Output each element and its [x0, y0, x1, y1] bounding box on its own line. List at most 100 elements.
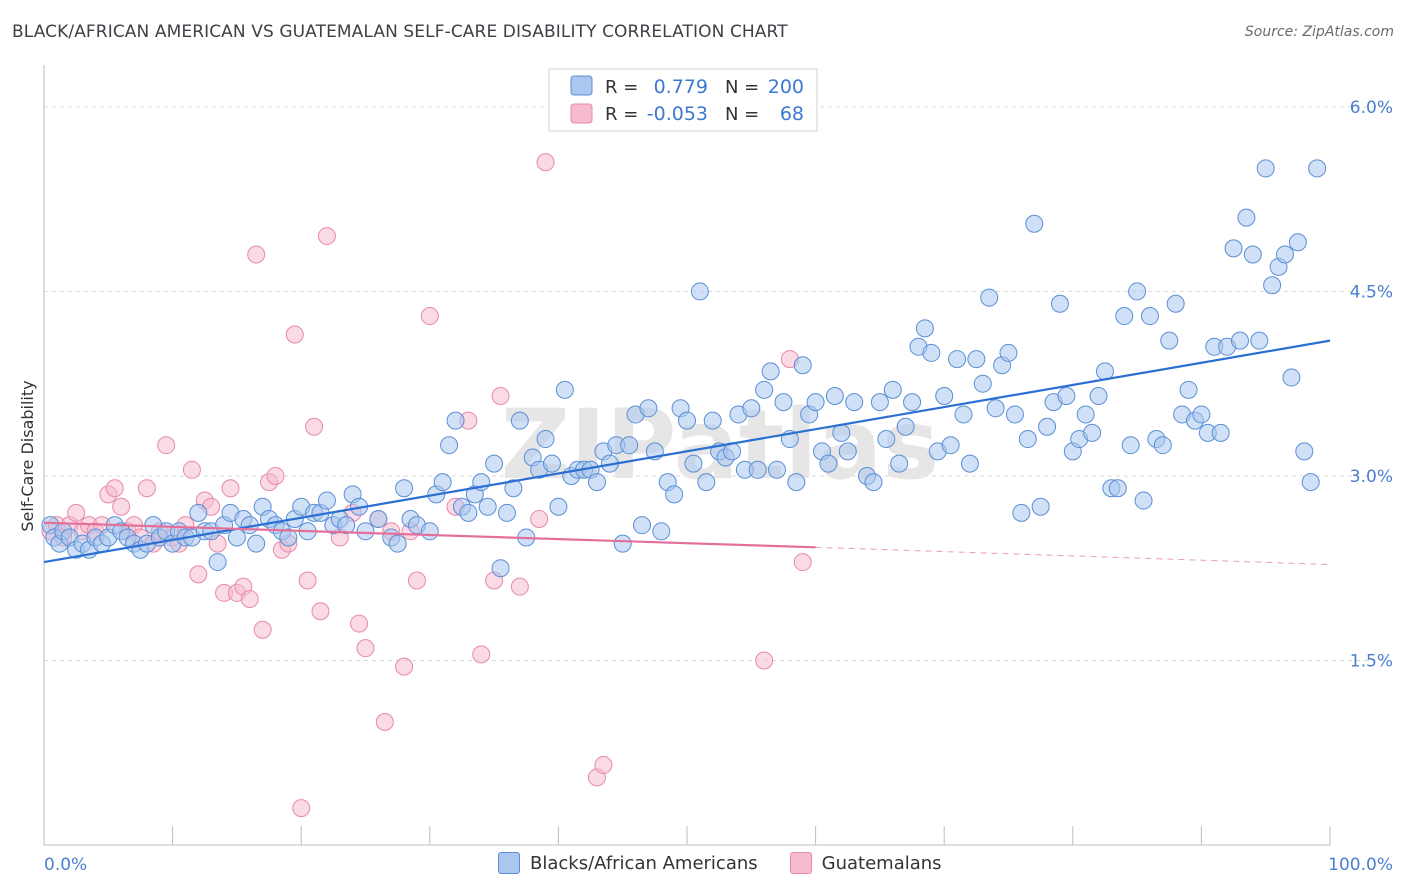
- black-point: [1295, 442, 1314, 461]
- black-point: [504, 479, 523, 498]
- guatemalan-point: [189, 565, 208, 584]
- y-tick-label: 3.0%: [1350, 467, 1393, 487]
- guatemalans-trend-line: [43, 521, 816, 549]
- black-point: [980, 288, 999, 307]
- black-point: [1160, 331, 1179, 350]
- guatemalan-point: [311, 602, 330, 621]
- black-point: [491, 559, 510, 578]
- guatemalan-point: [137, 479, 156, 498]
- guatemalan-point: [594, 756, 613, 775]
- guatemalan-point: [317, 227, 336, 246]
- black-point: [420, 522, 439, 541]
- black-point: [1211, 423, 1230, 442]
- guatemalan-point: [105, 479, 124, 498]
- blacks-trend-line: [43, 339, 1331, 564]
- axes: [43, 65, 1331, 846]
- source-label: Source: ZipAtlas.com: [1244, 24, 1394, 40]
- black-point: [1179, 380, 1198, 399]
- black-point: [1083, 423, 1102, 442]
- trend-lines: [43, 339, 1331, 566]
- black-point: [684, 454, 703, 473]
- black-point: [690, 282, 709, 301]
- black-point: [1012, 503, 1031, 522]
- black-point: [485, 454, 504, 473]
- black-point: [632, 516, 651, 535]
- black-point: [208, 553, 227, 572]
- black-point: [440, 436, 459, 455]
- guatemalan-point: [356, 639, 375, 658]
- x-tick-labels: 0.0% 100.0%: [44, 855, 1393, 875]
- black-point: [478, 497, 497, 516]
- black-point: [1115, 307, 1134, 326]
- guatemalan-point: [755, 651, 774, 670]
- black-point: [1031, 497, 1050, 516]
- black-point: [1025, 214, 1044, 233]
- black-point: [768, 460, 787, 479]
- black-point: [1089, 386, 1108, 405]
- black-point: [665, 485, 684, 504]
- black-point: [999, 343, 1018, 362]
- black-point: [1224, 239, 1243, 258]
- black-point: [915, 319, 934, 338]
- black-point: [1076, 405, 1095, 424]
- legend-bottom: Blacks/African Americans Guatemalans: [498, 852, 974, 874]
- legend-label: Guatemalans: [821, 852, 942, 874]
- legend-r-value: -0.053: [647, 103, 708, 125]
- legend-top: R = 0.779 N = 200 R = -0.053 N = 68: [548, 68, 818, 132]
- legend-item-guatemalans[interactable]: Guatemalans: [789, 852, 942, 874]
- black-point: [890, 454, 909, 473]
- black-point: [870, 393, 889, 412]
- guatemalan-point: [298, 571, 317, 590]
- guatemalan-point: [253, 620, 272, 639]
- blacks-points: [41, 159, 1327, 578]
- black-point: [832, 423, 851, 442]
- guatemalan-point: [247, 245, 266, 264]
- black-point: [793, 356, 812, 375]
- black-point: [497, 503, 516, 522]
- black-point: [555, 380, 574, 399]
- black-point: [877, 430, 896, 449]
- legend-n-value: 68: [780, 103, 804, 125]
- black-point: [433, 473, 452, 492]
- black-point: [510, 411, 529, 430]
- legend-r-value: 0.779: [654, 76, 708, 98]
- black-point: [1108, 479, 1127, 498]
- guatemalan-point: [536, 153, 555, 172]
- black-point: [1230, 331, 1249, 350]
- guatemalan-point: [182, 460, 201, 479]
- guatemalan-point: [420, 307, 439, 326]
- legend-swatch-blue: [498, 852, 520, 874]
- black-point: [678, 411, 696, 430]
- black-point: [1005, 405, 1024, 424]
- black-point: [587, 473, 606, 492]
- black-point: [620, 436, 639, 455]
- black-point: [986, 399, 1005, 418]
- black-point: [896, 417, 915, 436]
- legend-item-blacks[interactable]: Blacks/African Americans: [498, 852, 758, 874]
- black-point: [1243, 245, 1262, 264]
- guatemalan-point: [407, 571, 426, 590]
- guatemalan-point: [285, 325, 304, 344]
- y-tick-label: 1.5%: [1350, 651, 1393, 671]
- black-point: [1128, 282, 1147, 301]
- legend-r-label: R =: [605, 104, 638, 125]
- black-point: [446, 411, 465, 430]
- black-point: [536, 430, 555, 449]
- black-point: [755, 380, 774, 399]
- black-point: [652, 522, 671, 541]
- legend-swatch-pink: [570, 103, 593, 124]
- black-point: [388, 534, 407, 553]
- black-point: [748, 460, 767, 479]
- black-point: [1288, 233, 1307, 252]
- black-point: [549, 497, 568, 516]
- x-tick-label: 100.0%: [1328, 855, 1393, 875]
- black-point: [1250, 331, 1269, 350]
- black-point: [742, 399, 761, 418]
- y-tick-label: 6.0%: [1350, 98, 1393, 118]
- black-point: [1275, 245, 1294, 264]
- black-point: [1237, 208, 1256, 227]
- black-point: [883, 380, 902, 399]
- black-point: [1308, 159, 1327, 178]
- guatemalan-point: [67, 503, 86, 522]
